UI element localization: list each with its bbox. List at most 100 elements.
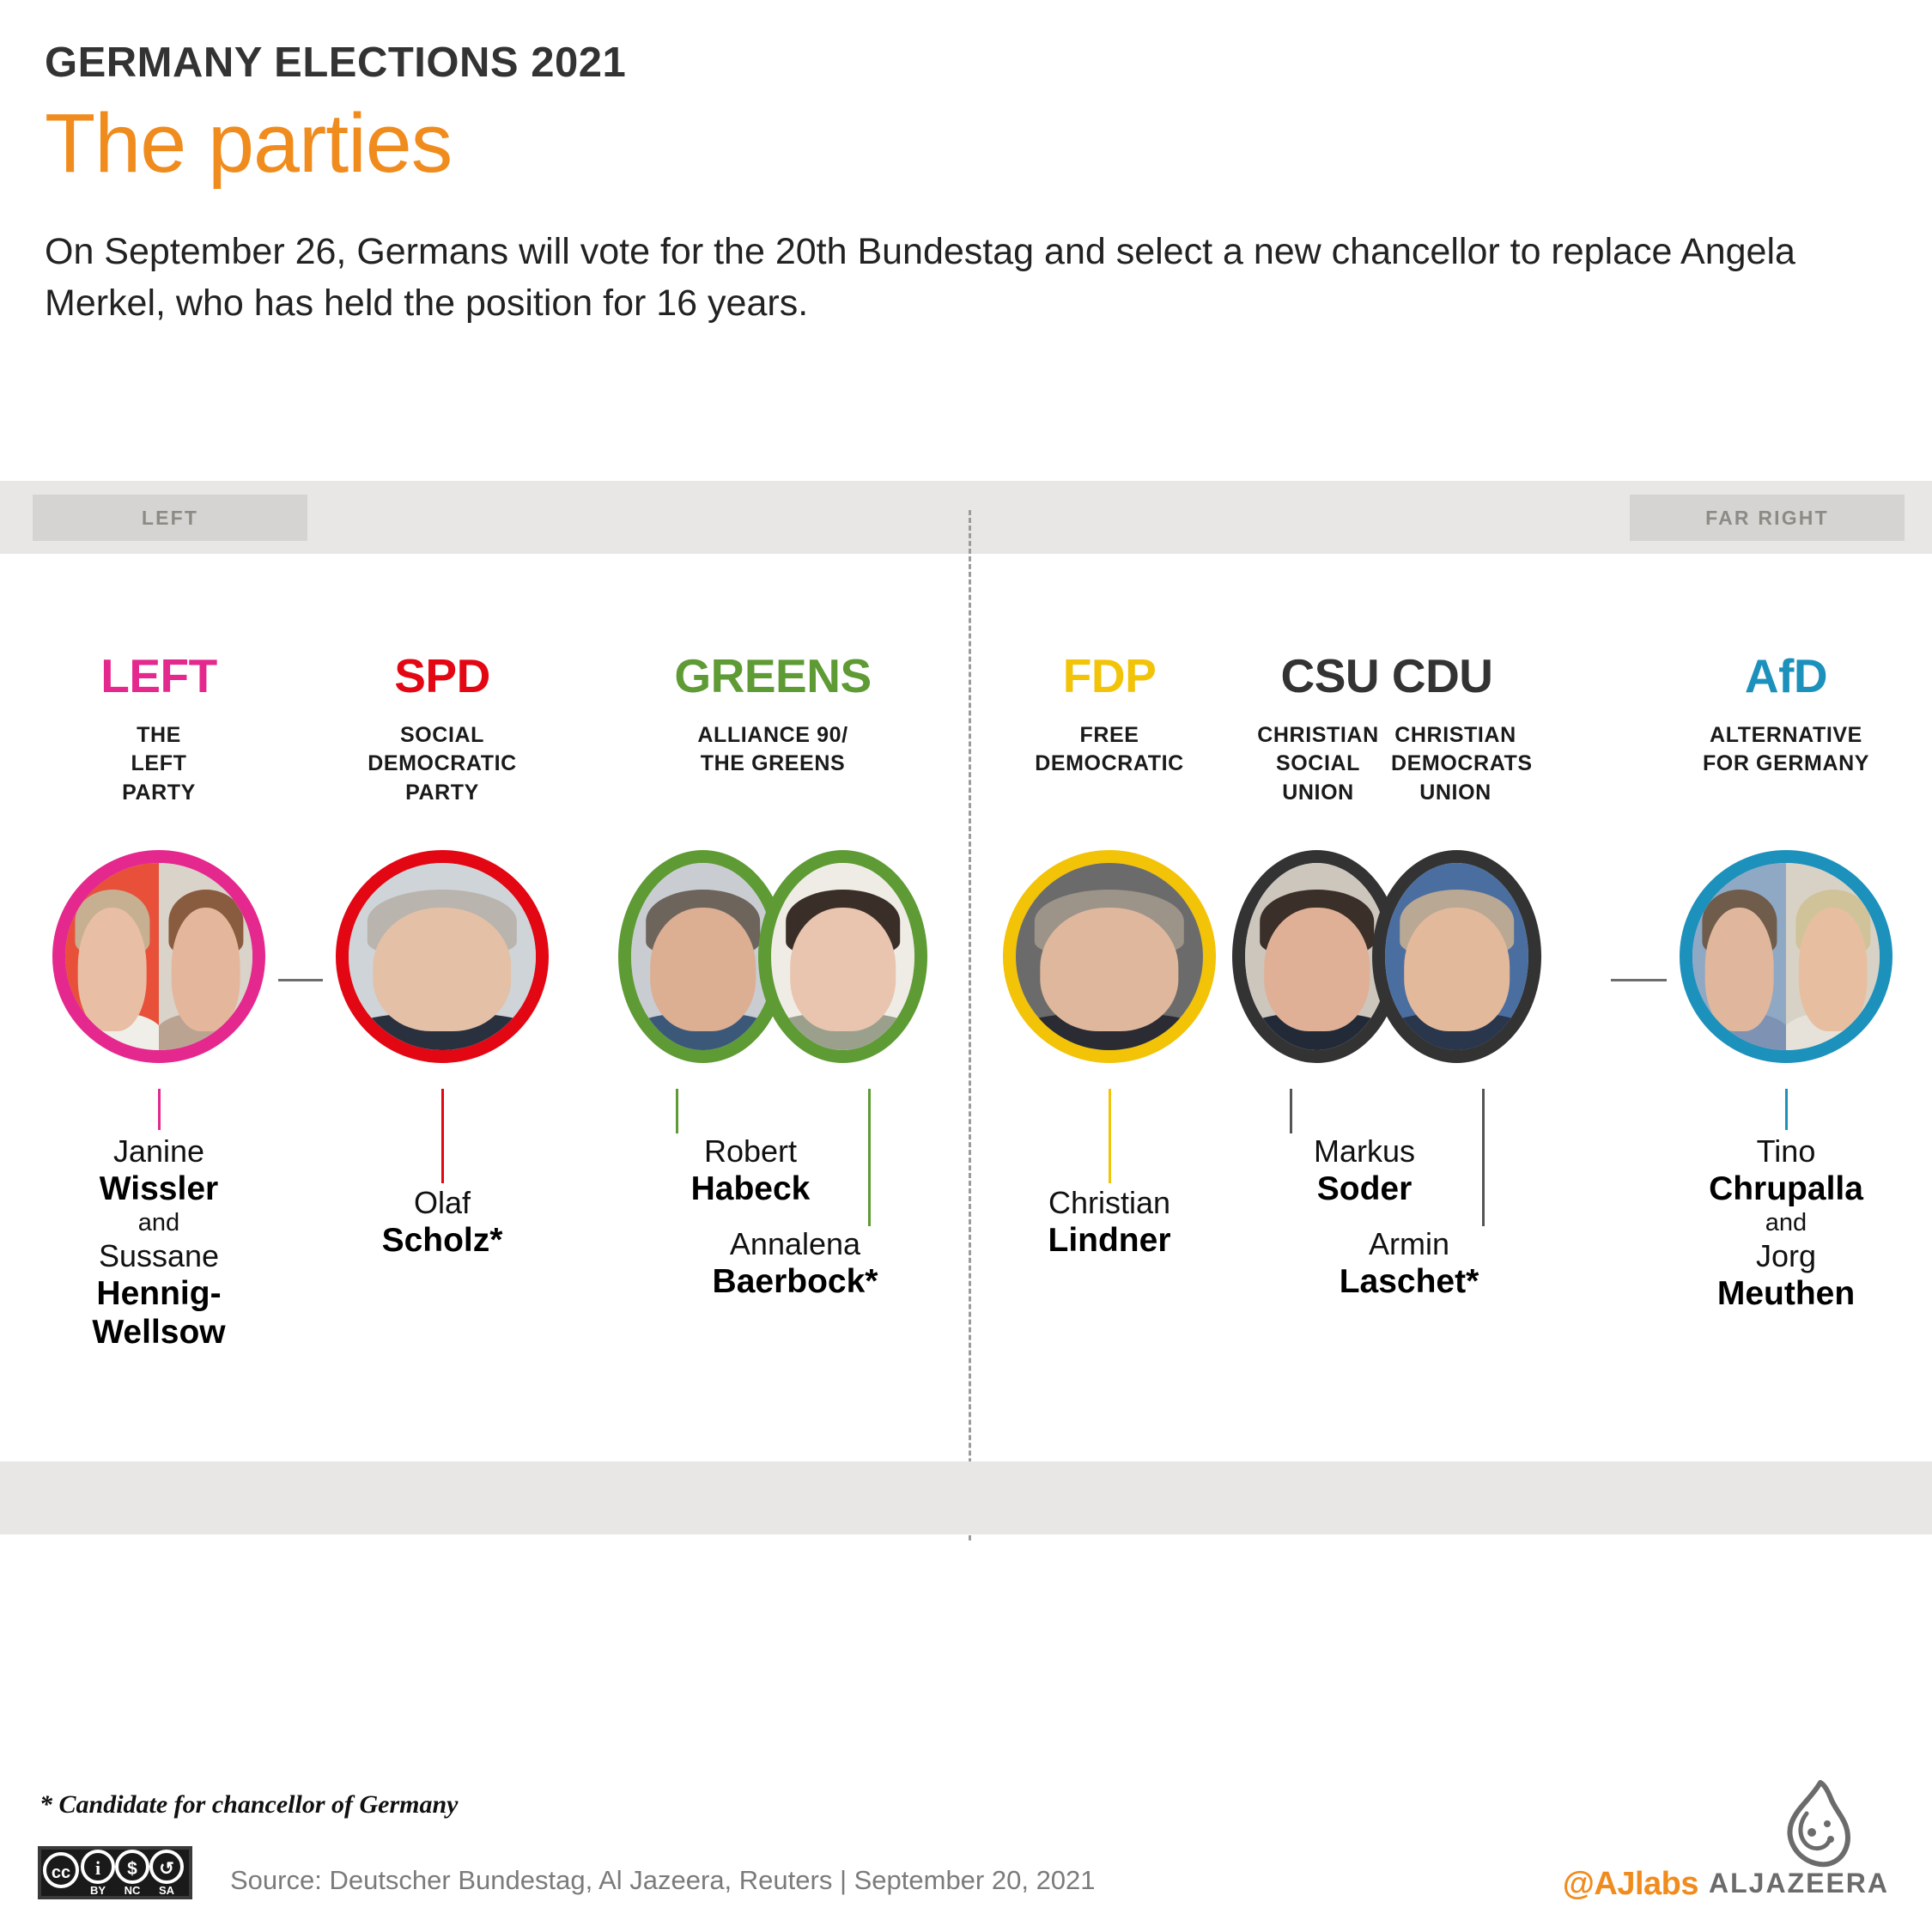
lower-grey-band — [0, 1461, 1932, 1534]
candidate-first-name: Christian — [1048, 1185, 1171, 1220]
ajlabs-handle: @AJlabs — [1562, 1866, 1699, 1902]
svg-text:$: $ — [127, 1859, 137, 1879]
kicker-title: GERMANY ELECTIONS 2021 — [45, 39, 627, 86]
party-full-name: FREE DEMOCRATIC — [1035, 723, 1184, 776]
svg-text:SA: SA — [159, 1884, 175, 1897]
portrait-ring — [1372, 850, 1541, 1063]
header: GERMANY ELECTIONS 2021 The parties On Se… — [45, 39, 1865, 329]
party-column-fdp: FDP FREE DEMOCRATIC Christian Lindner — [955, 649, 1264, 1259]
candidate-stem — [158, 1089, 161, 1130]
political-spectrum-band: LEFT FAR RIGHT — [0, 481, 1932, 554]
candidate-stem — [868, 1089, 871, 1226]
party-abbreviation: AfD — [1744, 649, 1828, 702]
candidate-stem — [1482, 1089, 1485, 1226]
candidate-last-name: Hennig- Wellsow — [92, 1274, 226, 1352]
portrait-ring — [1003, 850, 1216, 1063]
candidate-name-pair: Tino Chrupalla and Jorg Meuthen — [1631, 1133, 1932, 1313]
portrait-photo — [1245, 863, 1388, 1050]
portrait-group — [1232, 850, 1541, 1063]
conjunction-label: and — [1765, 1208, 1807, 1236]
standfirst-text: On September 26, Germans will vote for t… — [45, 231, 1795, 324]
party-abbreviation: LEFT — [100, 649, 217, 702]
candidate-name: Christian Lindner — [955, 1185, 1264, 1261]
candidate-last-name: Laschet* — [1339, 1263, 1479, 1301]
portrait-photo — [1692, 863, 1786, 1050]
candidate-last-name: Wissler — [99, 1170, 219, 1208]
candidate-first-name: Tino — [1756, 1133, 1816, 1169]
svg-text:cc: cc — [52, 1863, 70, 1882]
aljazeera-name: ALJAZEERA — [1708, 1868, 1889, 1899]
candidate-first-name: Sussane — [98, 1237, 220, 1273]
candidate-first-name: Olaf — [413, 1185, 471, 1220]
spectrum-connector-line — [278, 979, 323, 981]
candidate-last-name: Baerbock* — [712, 1263, 878, 1301]
portrait-group — [4, 850, 313, 1063]
portrait-photo — [1385, 863, 1528, 1050]
spectrum-label-left: LEFT — [33, 495, 307, 541]
candidate-stem — [441, 1089, 444, 1183]
candidate-stem — [1109, 1089, 1111, 1183]
svg-text:i: i — [95, 1857, 100, 1879]
party-columns: LEFT THE LEFT PARTY Janine Wissler and Sussane H… — [0, 653, 1932, 1511]
portrait-ring-split — [52, 850, 265, 1063]
party-full-name: CHRISTIAN SOCIAL UNION CHRISTIAN DEMOCRATS UN… — [1232, 721, 1541, 807]
center-divider — [969, 510, 971, 1540]
party-full-name: SOCIAL DEMOCRATIC PARTY — [368, 723, 517, 805]
portrait-photo — [1786, 863, 1880, 1050]
portrait-photo — [631, 863, 775, 1050]
party-abbreviation: SPD — [394, 649, 490, 702]
portrait-ring — [758, 850, 927, 1063]
spectrum-connector-line — [1611, 979, 1667, 981]
candidate-name: Robert Habeck — [596, 1133, 905, 1209]
conjunction-label: and — [137, 1208, 180, 1236]
portrait-group — [1631, 850, 1932, 1063]
svg-text:BY: BY — [90, 1884, 106, 1897]
creative-commons-icon: cc i $ ↺ BY NC SA — [38, 1846, 192, 1899]
svg-text:NC: NC — [125, 1884, 141, 1897]
source-credit: Source: Deutscher Bundestag, Al Jazeera,… — [230, 1865, 1096, 1895]
candidate-first-name: Janine — [112, 1133, 205, 1169]
party-full-name: ALTERNATIVE FOR GERMANY — [1702, 723, 1870, 776]
candidate-first-name: Armin — [1368, 1226, 1449, 1261]
party-full-name-csu: CHRISTIAN SOCIAL UNION — [1257, 723, 1379, 805]
portrait-photo — [65, 863, 159, 1050]
party-column-left: LEFT THE LEFT PARTY Janine Wissler and Sussane H… — [4, 649, 313, 1351]
portrait-group — [955, 850, 1264, 1063]
portrait-ring-split — [1680, 850, 1893, 1063]
footnote: * Candidate for chancellor of Germany — [39, 1790, 459, 1819]
svg-text:↺: ↺ — [159, 1859, 174, 1879]
party-abbreviation: FDP — [1062, 649, 1157, 702]
portrait-group — [288, 850, 597, 1063]
portrait-photo — [771, 863, 914, 1050]
party-full-name: THE LEFT PARTY — [122, 723, 196, 805]
portrait-photo — [159, 863, 252, 1050]
candidate-first-name: Annalena — [729, 1226, 861, 1261]
candidate-first-name: Markus — [1313, 1133, 1416, 1169]
party-full-name: ALLIANCE 90/THE GREENS — [697, 723, 848, 776]
candidate-first-name: Robert — [703, 1133, 798, 1169]
candidate-name: Markus Soder — [1210, 1133, 1519, 1209]
candidate-last-name: Meuthen — [1716, 1274, 1856, 1312]
brand-block: @AJlabs ALJAZEERA — [1527, 1779, 1896, 1910]
party-abbreviation: CSU CDU — [1280, 649, 1493, 702]
candidate-name: Annalena Baerbock* — [641, 1226, 950, 1302]
portrait-ring — [336, 850, 549, 1063]
portrait-photo — [1016, 863, 1203, 1050]
candidate-name: Olaf Scholz* — [288, 1185, 597, 1261]
candidate-last-name: Lindner — [1048, 1222, 1171, 1260]
portrait-photo — [349, 863, 536, 1050]
candidate-stem — [1785, 1089, 1788, 1130]
party-full-name-cdu: CHRISTIAN DEMOCRATS UNION — [1391, 723, 1533, 805]
candidate-name-pair: Janine Wissler and Sussane Hennig- Wellsow — [4, 1133, 313, 1352]
party-column-afd: AfD ALTERNATIVE FOR GERMANY Tino Chrupalla an… — [1631, 649, 1932, 1312]
party-column-csu-cdu: CSU CDU CHRISTIAN SOCIAL UNION CHRISTIAN DEMO… — [1232, 649, 1541, 1300]
portrait-group — [618, 850, 927, 1063]
candidate-first-name: Jorg — [1755, 1237, 1817, 1273]
party-abbreviation: GREENS — [674, 649, 872, 702]
candidate-last-name: Scholz* — [381, 1222, 503, 1260]
spectrum-label-right: FAR RIGHT — [1630, 495, 1905, 541]
party-column-spd: SPD SOCIAL DEMOCRATIC PARTY Olaf Scholz* — [288, 649, 597, 1259]
candidate-last-name: Habeck — [690, 1170, 811, 1208]
party-column-greens: GREENS ALLIANCE 90/THE GREENS Robert Habeck… — [618, 649, 927, 1300]
candidate-last-name: Soder — [1316, 1170, 1413, 1208]
